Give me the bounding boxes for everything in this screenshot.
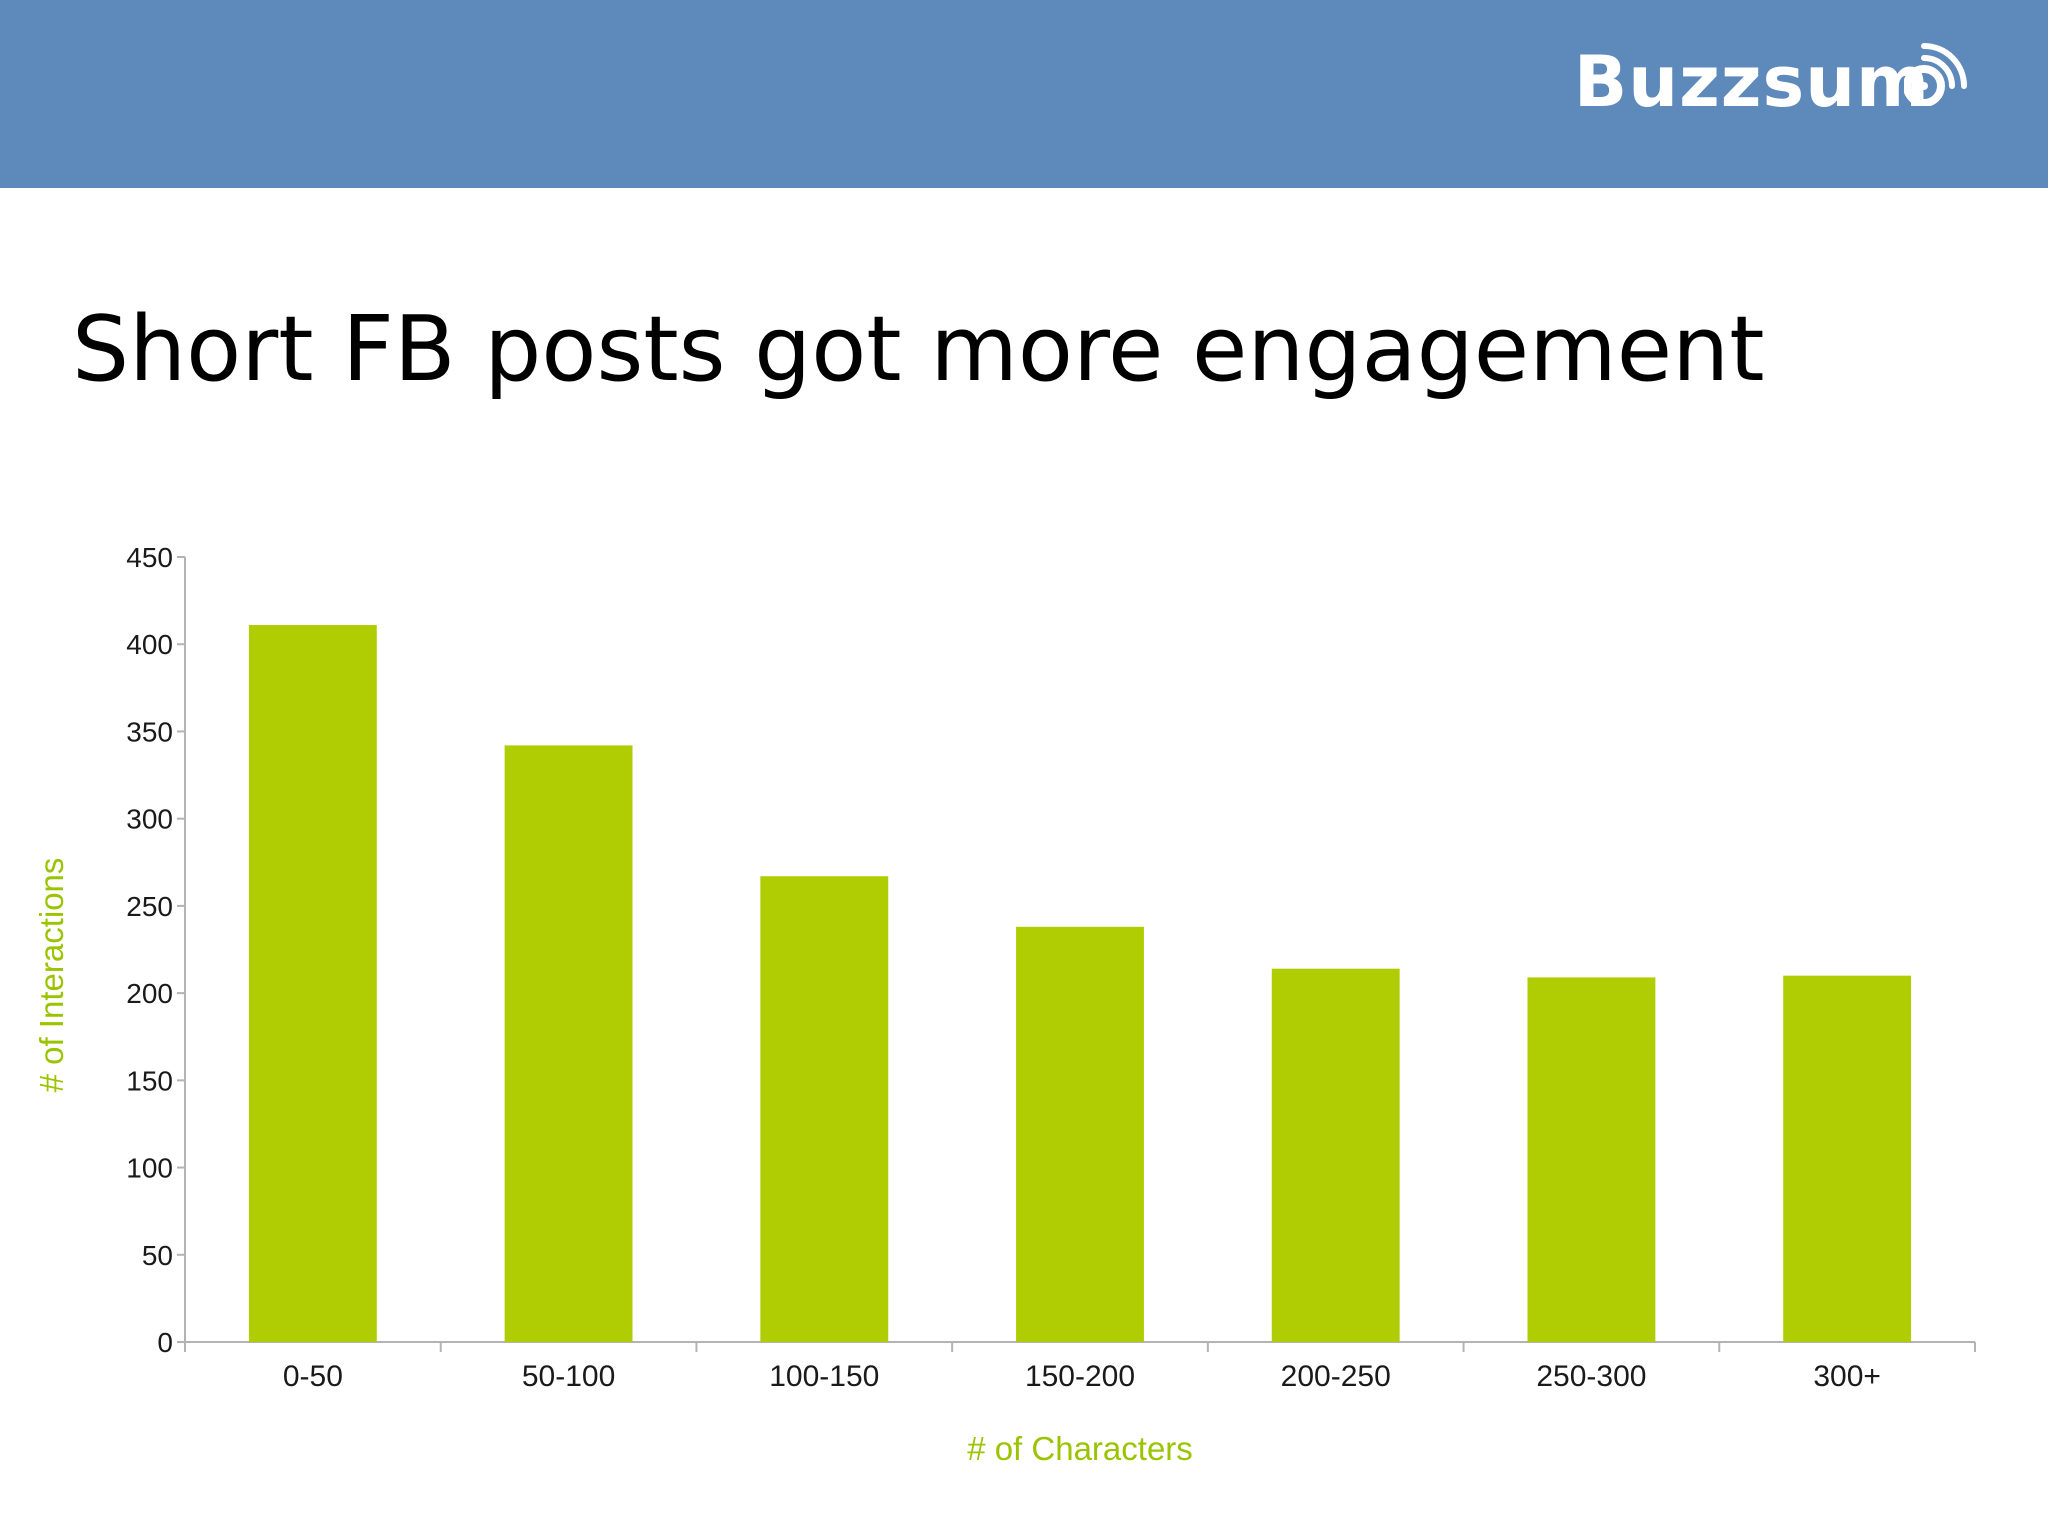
x-axis-label: # of Characters (967, 1430, 1193, 1467)
brand-logo: Buzzsum (1574, 42, 1968, 122)
page-title: Short FB posts got more engagement (72, 297, 1765, 402)
y-tick-label: 0 (157, 1327, 173, 1358)
y-tick-label: 400 (126, 629, 173, 660)
x-tick-label: 250-300 (1536, 1360, 1646, 1393)
y-tick-label: 350 (126, 716, 173, 747)
y-tick-label: 150 (126, 1065, 173, 1096)
bar (248, 625, 377, 1342)
y-tick-label: 250 (126, 891, 173, 922)
bar (1271, 968, 1400, 1342)
x-tick-label: 300+ (1813, 1360, 1881, 1393)
bar (1527, 977, 1656, 1342)
y-tick-label: 100 (126, 1153, 173, 1184)
y-tick-label: 200 (126, 978, 173, 1009)
x-tick-label: 50-100 (522, 1360, 615, 1393)
y-tick-label: 300 (126, 804, 173, 835)
y-axis-label: # of Interactions (33, 858, 70, 1093)
bar (760, 876, 889, 1342)
bar-chart: 0 50 100 150 200 250 300 350 400 450 0-50 50-100 100… (33, 542, 1976, 1467)
y-tick-label: 50 (142, 1240, 173, 1271)
bar (1783, 975, 1912, 1342)
bar (1016, 926, 1144, 1342)
x-tick-label: 150-200 (1025, 1360, 1135, 1393)
rss-o-icon (1904, 43, 1967, 106)
brand-name: Buzzsum (1573, 41, 1930, 123)
bar (504, 745, 633, 1342)
x-tick-label: 100-150 (769, 1360, 879, 1393)
y-tick-label: 450 (126, 542, 173, 573)
header-bar: Buzzsum (0, 0, 2048, 188)
x-tick-label: 0-50 (283, 1360, 343, 1393)
x-tick-label: 200-250 (1281, 1360, 1391, 1393)
